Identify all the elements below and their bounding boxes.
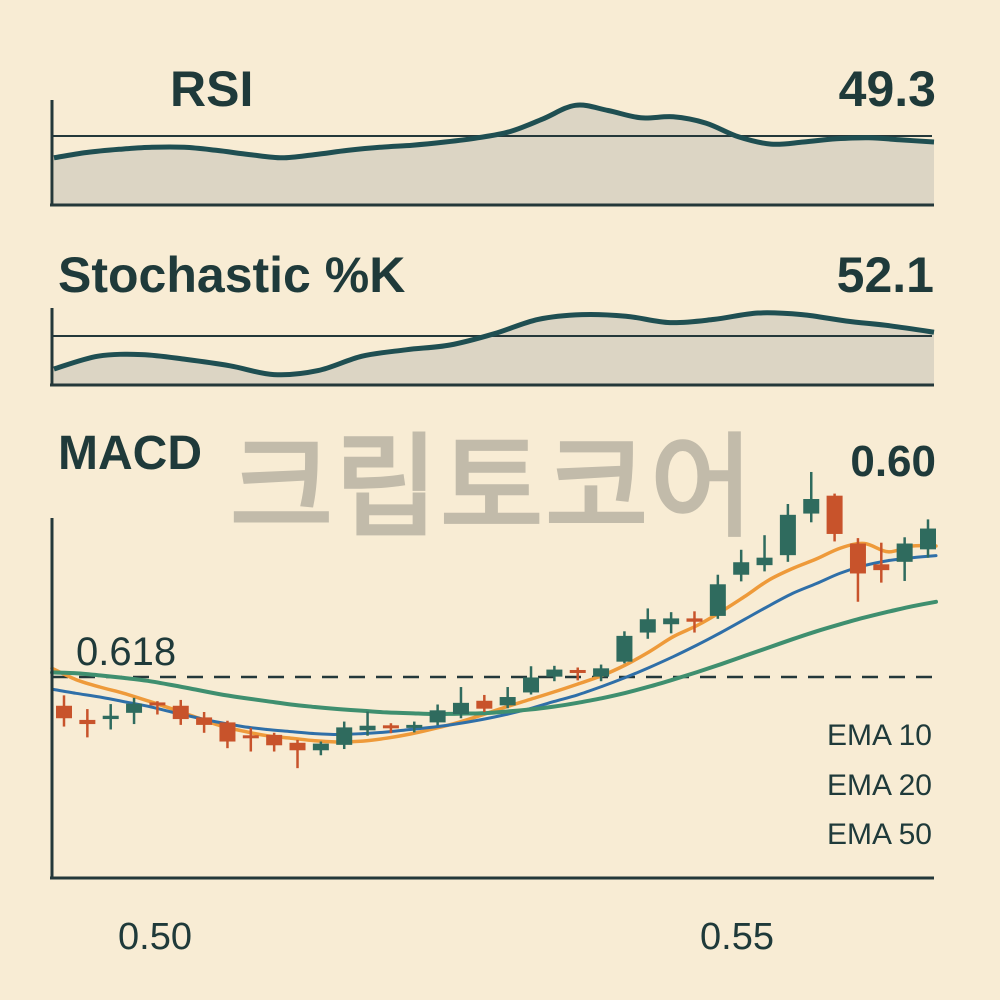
candle-body — [102, 715, 119, 720]
candle-down — [266, 732, 283, 752]
candle-down — [219, 720, 236, 749]
price-panel — [50, 471, 938, 880]
candlesticks — [56, 471, 936, 769]
rsi-title: RSI — [170, 61, 254, 117]
candle-down — [826, 493, 843, 542]
macd-title: MACD — [58, 427, 202, 480]
candle-body — [686, 618, 703, 622]
stochastic-title: Stochastic %K — [58, 247, 406, 303]
rsi-area — [54, 105, 934, 205]
watermark-text: 크립토코어 — [230, 423, 756, 553]
candle-down — [149, 701, 166, 715]
candle-up — [639, 608, 656, 639]
stochastic-line — [53, 310, 935, 378]
x-tick-label: 0.50 — [118, 916, 192, 958]
rsi-panel — [50, 100, 935, 207]
candle-body — [873, 564, 890, 571]
candle-down — [79, 709, 96, 738]
macd-value: 0.60 — [850, 437, 936, 486]
candle-up — [709, 574, 726, 619]
candle-up — [359, 711, 376, 736]
candle-body — [733, 562, 750, 575]
candle-body — [289, 742, 306, 751]
candle-body — [593, 668, 610, 677]
candle-up — [616, 631, 633, 664]
candle-up — [102, 704, 119, 730]
candle-up — [663, 612, 680, 634]
candle-body — [452, 702, 469, 715]
candle-body — [359, 725, 376, 731]
candle-body — [569, 669, 586, 673]
candle-down — [382, 723, 399, 734]
candle-down — [56, 695, 72, 727]
candle-body — [849, 543, 866, 574]
candle-body — [756, 557, 773, 566]
candle-down — [849, 538, 866, 602]
candle-body — [126, 703, 143, 713]
candle-up — [896, 537, 913, 581]
legend-ema50: EMA 50 — [826, 818, 932, 851]
candle-body — [616, 635, 633, 662]
candle-down — [569, 667, 586, 681]
candle-body — [172, 705, 189, 720]
candle-body — [336, 727, 353, 745]
candle-down — [196, 712, 213, 733]
ema50-line — [50, 599, 938, 717]
candle-body — [196, 717, 213, 725]
candle-body — [242, 735, 259, 739]
candle-body — [663, 618, 680, 625]
candle-up — [779, 504, 796, 562]
legend-ema20: EMA 20 — [826, 769, 932, 802]
candle-body — [709, 584, 726, 616]
candle-down — [242, 727, 259, 752]
fib-level-label: 0.618 — [76, 630, 177, 674]
candle-body — [382, 725, 399, 729]
candle-body — [266, 734, 283, 746]
candle-body — [523, 677, 540, 693]
candle-body — [920, 528, 936, 550]
candle-body — [429, 710, 446, 723]
candle-down — [476, 694, 493, 712]
candle-body — [79, 719, 96, 725]
candle-body — [499, 697, 516, 706]
candle-body — [476, 700, 493, 709]
candle-up — [312, 741, 329, 756]
candle-up — [336, 721, 353, 750]
candle-up — [803, 471, 820, 523]
candle-body — [406, 724, 423, 728]
rsi-line — [53, 102, 935, 161]
candle-up — [406, 721, 423, 733]
candle-up — [126, 697, 143, 725]
rsi-value: 49.3 — [838, 61, 936, 117]
candle-down — [172, 699, 189, 725]
candle-body — [826, 495, 843, 534]
x-tick-label: 0.55 — [700, 916, 774, 958]
candle-up — [452, 687, 469, 719]
candle-body — [149, 702, 166, 706]
candle-body — [639, 619, 656, 633]
candle-up — [920, 519, 936, 558]
candle-body — [312, 743, 329, 751]
candle-down — [873, 542, 890, 583]
candle-body — [896, 543, 913, 562]
legend-ema10: EMA 10 — [826, 719, 932, 752]
candle-up — [756, 535, 773, 572]
candle-up — [546, 665, 563, 682]
candle-body — [546, 669, 563, 677]
candle-body — [779, 514, 796, 556]
stochastic-area — [54, 312, 934, 385]
candle-up — [733, 549, 750, 582]
candle-body — [56, 705, 72, 719]
candle-down — [686, 611, 703, 633]
candle-body — [219, 722, 236, 742]
candle-up — [593, 664, 610, 682]
candle-up — [523, 666, 540, 695]
candle-down — [289, 739, 306, 769]
candle-up — [429, 704, 446, 726]
candle-up — [499, 687, 516, 709]
stochastic-value: 52.1 — [836, 247, 934, 303]
candle-body — [803, 499, 820, 514]
stochastic-panel — [50, 308, 935, 387]
